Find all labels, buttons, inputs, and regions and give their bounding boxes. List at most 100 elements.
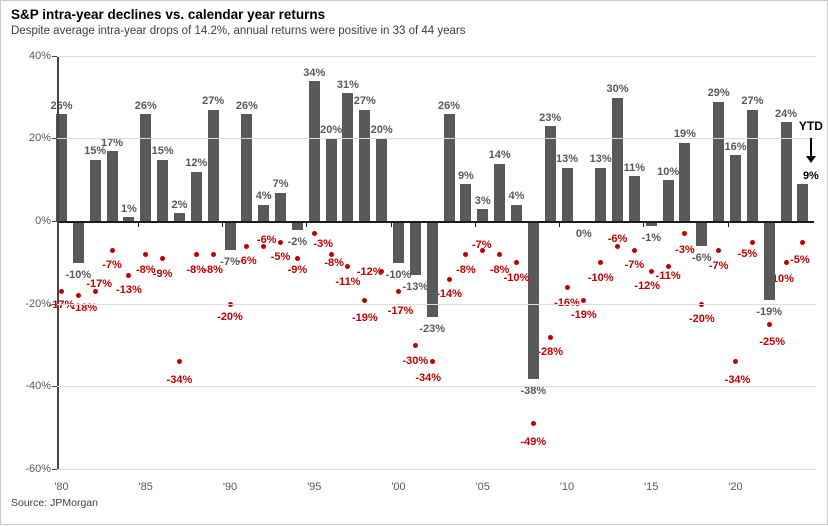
x-axis-label: '00 — [391, 481, 406, 493]
decline-dot — [631, 247, 637, 253]
decline-label: -34% — [415, 371, 442, 384]
bar — [595, 167, 607, 222]
x-axis-tick — [306, 222, 308, 227]
decline-dot — [412, 342, 418, 348]
bar-label: 13% — [555, 153, 579, 166]
decline-label: -28% — [537, 346, 563, 359]
y-axis-label: 0% — [35, 215, 51, 227]
decline-dot — [328, 252, 334, 258]
decline-label: -17% — [387, 304, 414, 317]
bar-label: 23% — [539, 111, 562, 124]
bar — [494, 163, 506, 222]
decline-dot — [716, 247, 722, 253]
decline-dot — [261, 243, 267, 249]
bar — [342, 93, 354, 222]
bar — [527, 221, 539, 379]
y-axis-tick — [52, 138, 57, 140]
x-axis-label: '20 — [728, 481, 743, 493]
decline-dot — [396, 289, 401, 295]
decline-dot — [733, 359, 738, 365]
y-axis-label: -40% — [25, 380, 51, 393]
bar — [561, 167, 573, 222]
bar-label: 9% — [802, 169, 819, 182]
bar — [409, 221, 421, 276]
bar-label: 26% — [235, 99, 258, 112]
decline-dot — [463, 252, 469, 258]
y-gridline — [57, 303, 816, 305]
bar-label: 16% — [724, 140, 747, 153]
bar-label: 4% — [255, 190, 272, 203]
bar-label: 20% — [320, 124, 343, 137]
bar-label: 12% — [185, 157, 208, 170]
decline-dot — [278, 239, 284, 245]
bar-label: 27% — [202, 95, 225, 108]
decline-label: -34% — [166, 373, 193, 386]
decline-dot — [160, 256, 166, 262]
decline-label: -25% — [759, 335, 786, 348]
decline-dot — [547, 334, 553, 340]
bar-label: 7% — [272, 178, 289, 191]
bar-label: 29% — [707, 87, 730, 100]
decline-dot — [800, 239, 806, 245]
bar — [376, 138, 388, 222]
bar-label: 15% — [151, 145, 174, 158]
x-axis-tick — [474, 222, 476, 227]
decline-dot — [766, 322, 772, 328]
y-axis-tick — [52, 468, 57, 470]
bar — [241, 114, 253, 222]
chart-subtitle: Despite average intra-year drops of 14.2… — [11, 25, 466, 37]
decline-label: -12% — [634, 280, 661, 293]
decline-dot — [564, 285, 570, 291]
zero-line — [57, 220, 814, 223]
decline-label: -10% — [503, 271, 530, 284]
bar-label: 14% — [488, 149, 511, 162]
bar — [730, 155, 741, 222]
decline-label: -14% — [436, 288, 462, 301]
decline-label: -30% — [402, 355, 429, 368]
decline-label: -9% — [287, 263, 308, 276]
y-axis-tick — [52, 386, 57, 388]
bar-label: -23% — [419, 322, 446, 335]
decline-label: -7% — [708, 260, 729, 273]
bar-label: 26% — [438, 99, 461, 112]
bar-label: 10% — [657, 165, 680, 178]
y-axis-tick — [52, 55, 57, 57]
decline-label: -11% — [655, 269, 681, 282]
bar — [763, 221, 775, 300]
decline-label: -3% — [675, 243, 695, 256]
bar — [544, 126, 556, 222]
decline-label: -12% — [356, 266, 383, 279]
bar — [157, 159, 169, 222]
decline-label: -6% — [237, 255, 257, 268]
bar — [140, 114, 152, 222]
decline-dot — [615, 243, 621, 249]
bar — [275, 192, 287, 222]
decline-dot — [92, 289, 98, 295]
bar-label: 19% — [673, 128, 696, 141]
x-axis-label: '10 — [559, 481, 575, 493]
decline-dot — [75, 293, 81, 299]
bar-label: 30% — [606, 83, 629, 96]
x-axis-tick — [559, 222, 560, 227]
bar-label: 27% — [353, 95, 376, 108]
decline-dot — [210, 252, 216, 258]
decline-dot — [598, 260, 604, 266]
decline-dot — [783, 260, 789, 266]
decline-label: -20% — [217, 311, 243, 324]
bar — [123, 217, 135, 222]
bar — [628, 176, 640, 222]
decline-label: -7% — [102, 259, 122, 272]
decline-label: -10% — [587, 271, 614, 284]
bar-label: -7% — [220, 256, 240, 269]
bar — [173, 213, 185, 222]
bar — [443, 114, 455, 222]
decline-dot — [497, 252, 503, 258]
bar-label: -13% — [402, 281, 429, 294]
decline-label: -18% — [71, 301, 98, 314]
bar — [207, 109, 219, 222]
decline-label: -8% — [456, 263, 476, 276]
decline-dot — [581, 297, 587, 303]
x-axis-label: '05 — [475, 481, 490, 493]
